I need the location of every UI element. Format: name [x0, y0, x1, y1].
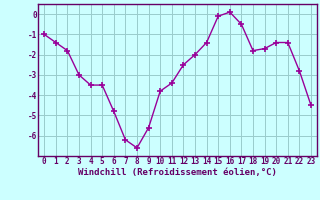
X-axis label: Windchill (Refroidissement éolien,°C): Windchill (Refroidissement éolien,°C)	[78, 168, 277, 177]
